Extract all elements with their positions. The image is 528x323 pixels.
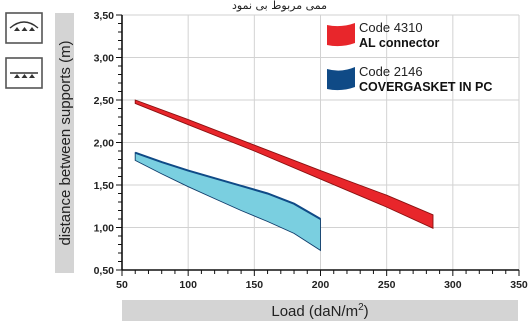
legend-swatch-series-2: [327, 67, 355, 91]
legend: Code 4310 AL connector Code 2146 COVERGA…: [327, 20, 492, 94]
series-edge-2: [134, 151, 322, 220]
y-axis-label-band: [55, 13, 74, 273]
legend-swatch-series-1: [327, 23, 355, 47]
x-axis-label-band: [122, 300, 518, 321]
legend-entry-series-1: Code 4310 AL connector: [327, 20, 439, 50]
axes: [116, 14, 520, 276]
series-bands: [134, 99, 434, 252]
legend-name-series-1: AL connector: [359, 36, 439, 50]
cropped-header-text: ممی مربوط بی نمود: [232, 0, 327, 12]
x-tick-label: 350: [510, 279, 528, 291]
legend-name-series-2: COVERGASKET IN PC: [359, 80, 492, 94]
x-tick-label: 200: [312, 279, 330, 291]
legend-code-series-2: Code 2146: [359, 64, 423, 79]
legend-entry-series-2: Code 2146 COVERGASKET IN PC: [327, 64, 492, 94]
y-tick-label: 1,50: [94, 180, 115, 192]
x-tick-label: 50: [116, 279, 128, 291]
x-tick-label: 300: [444, 279, 462, 291]
arched-profile-icon: [9, 21, 39, 31]
x-tick-label: 250: [378, 279, 396, 291]
y-tick-label: 1,00: [94, 223, 115, 235]
y-tick-label: 2,50: [94, 95, 115, 107]
flat-profile-button[interactable]: [5, 57, 43, 89]
y-tick-label: 3,00: [94, 53, 115, 65]
x-tick-label: 100: [179, 279, 197, 291]
series-band-1: [134, 99, 434, 230]
tick-labels: 50 100 150 200 250 300 350 0,50 1,00 1,50 2,00 2,50…: [94, 10, 528, 291]
y-axis-label: distance between supports (m): [57, 40, 74, 245]
legend-code-series-1: Code 4310: [359, 20, 423, 35]
flat-profile-icon: [10, 72, 38, 78]
x-tick-label: 150: [246, 279, 264, 291]
x-axis-label: Load (daN/m2): [271, 302, 368, 320]
y-tick-label: 2,00: [94, 138, 115, 150]
y-tick-label: 3,50: [94, 10, 115, 22]
y-tick-label: 0,50: [94, 265, 115, 277]
arched-profile-button[interactable]: [5, 12, 43, 44]
